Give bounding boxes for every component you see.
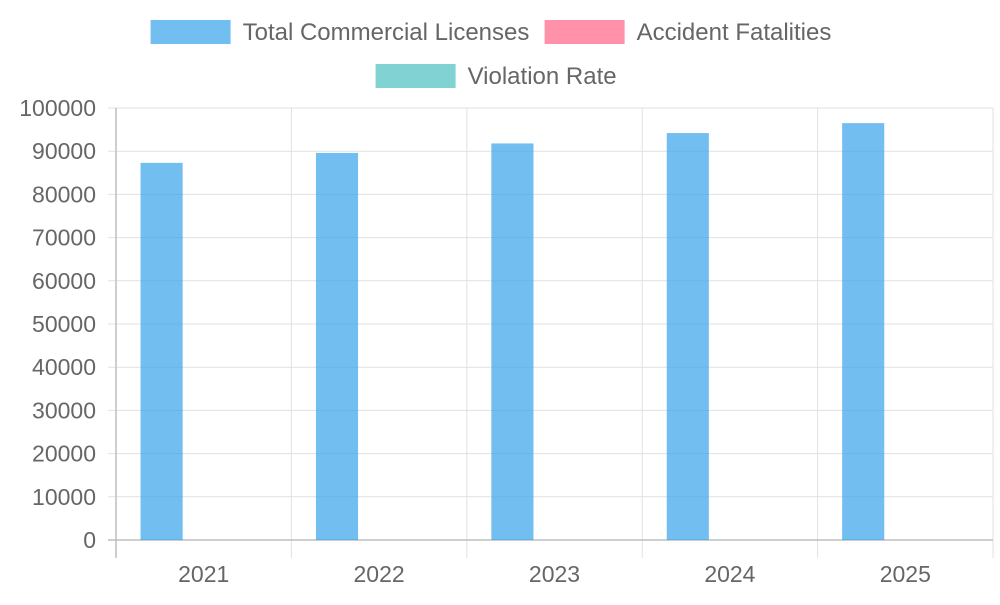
y-tick-label: 100000 xyxy=(19,95,96,121)
x-tick-label: 2025 xyxy=(880,561,931,587)
legend-label: Total Commercial Licenses xyxy=(243,19,530,46)
y-tick-label: 80000 xyxy=(32,181,96,207)
bar[interactable] xyxy=(140,162,183,540)
y-axis-tick-labels: 0 10000 20000 30000 40000 50000 60000 70000 8000… xyxy=(19,95,96,553)
legend: Total Commercial Licenses Accident Fatali… xyxy=(150,19,832,90)
legend-label: Violation Rate xyxy=(468,63,617,90)
legend-swatch xyxy=(150,20,231,44)
y-tick-label: 50000 xyxy=(32,311,96,337)
bar[interactable] xyxy=(491,143,534,540)
grid-lines xyxy=(108,107,994,558)
x-tick-label: 2022 xyxy=(354,561,405,587)
y-tick-label: 70000 xyxy=(32,225,96,251)
y-tick-label: 90000 xyxy=(32,138,96,164)
y-tick-label: 60000 xyxy=(32,268,96,294)
y-tick-label: 20000 xyxy=(32,441,96,467)
legend-swatch xyxy=(544,20,625,44)
legend-swatch xyxy=(375,64,456,88)
x-tick-label: 2024 xyxy=(704,561,755,587)
bar[interactable] xyxy=(666,133,709,540)
legend-item[interactable]: Accident Fatalities xyxy=(544,19,832,46)
legend-label: Accident Fatalities xyxy=(637,19,832,46)
x-axis-tick-labels: 2021 2022 2023 2024 2025 xyxy=(178,561,931,587)
bar[interactable] xyxy=(315,152,359,541)
bars xyxy=(140,123,885,541)
x-tick-label: 2021 xyxy=(178,561,229,587)
y-tick-label: 30000 xyxy=(32,397,96,423)
y-tick-label: 10000 xyxy=(32,484,96,510)
bar[interactable] xyxy=(842,123,885,541)
y-tick-label: 0 xyxy=(83,527,96,553)
legend-item[interactable]: Violation Rate xyxy=(375,63,617,90)
legend-item[interactable]: Total Commercial Licenses xyxy=(150,19,530,46)
y-tick-label: 40000 xyxy=(32,354,96,380)
x-tick-label: 2023 xyxy=(529,561,580,587)
